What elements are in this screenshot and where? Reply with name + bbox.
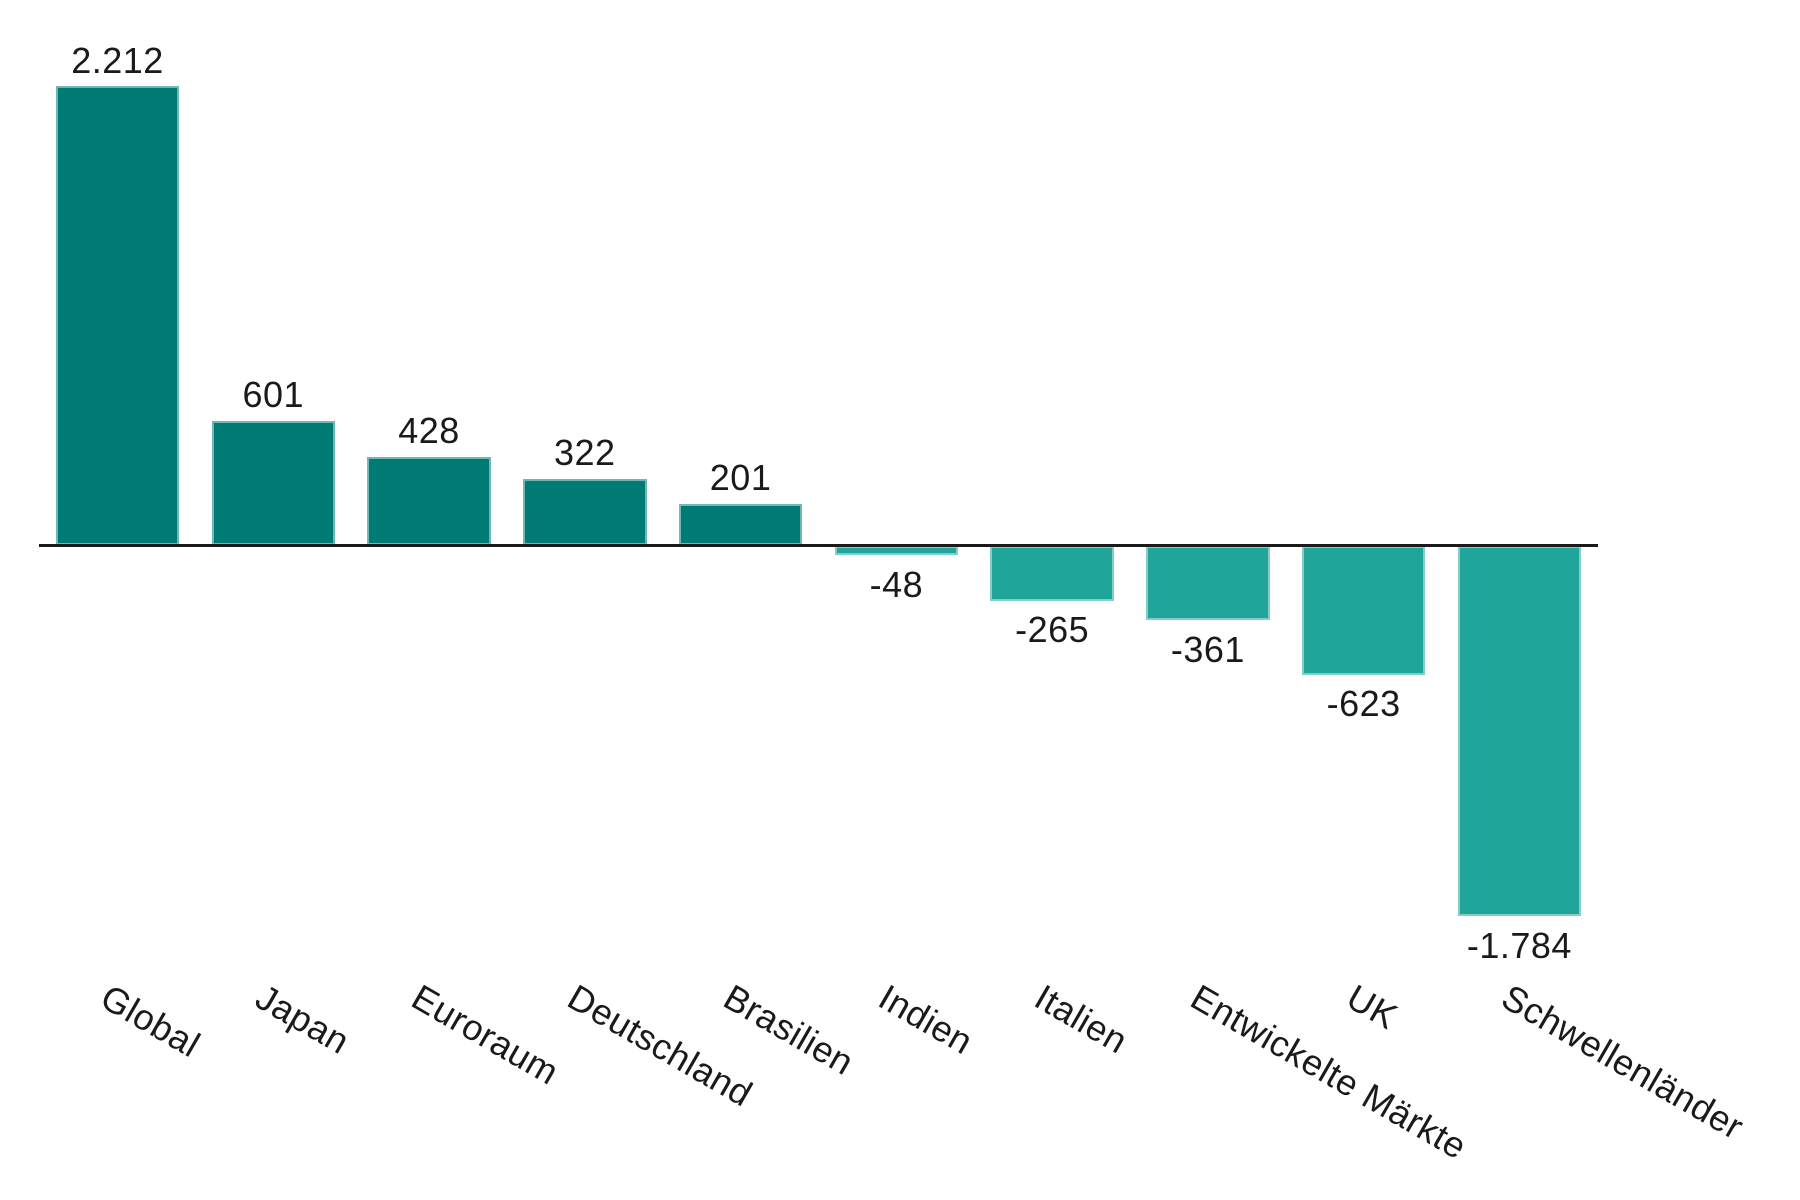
bar-negative [1301, 545, 1426, 675]
bar-positive [55, 86, 180, 546]
category-label: Euroraum [405, 976, 566, 1093]
category-label: UK [1339, 976, 1405, 1038]
bar-value-label: 428 [398, 410, 460, 452]
category-label: Italien [1028, 976, 1135, 1062]
category-label: Entwickelte Märkte [1183, 976, 1474, 1168]
category-label: Japan [249, 976, 357, 1062]
bar-negative [1457, 545, 1582, 917]
x-axis-zero-line [39, 544, 1598, 547]
bar-positive [523, 478, 647, 546]
bar-value-label: -1.784 [1466, 924, 1572, 966]
bar-value-label: 2.212 [71, 39, 164, 81]
category-label: Schwellenländer [1495, 976, 1752, 1148]
bar-positive [367, 456, 491, 546]
category-label: Indien [872, 976, 981, 1063]
bar-value-label: -361 [1170, 628, 1245, 670]
category-label: Global [93, 976, 207, 1066]
bar-negative [1146, 545, 1270, 621]
bar-value-label: -48 [869, 563, 924, 605]
bar-positive [211, 420, 336, 546]
bar-negative [834, 545, 959, 556]
bar-negative [990, 545, 1114, 601]
bar-value-label: 322 [554, 432, 616, 474]
bar-value-label: 201 [709, 457, 772, 499]
bar-value-label: 601 [242, 374, 305, 416]
bar-positive [678, 503, 803, 546]
bar-value-label: -265 [1015, 609, 1090, 651]
bar-value-label: -623 [1326, 683, 1401, 725]
